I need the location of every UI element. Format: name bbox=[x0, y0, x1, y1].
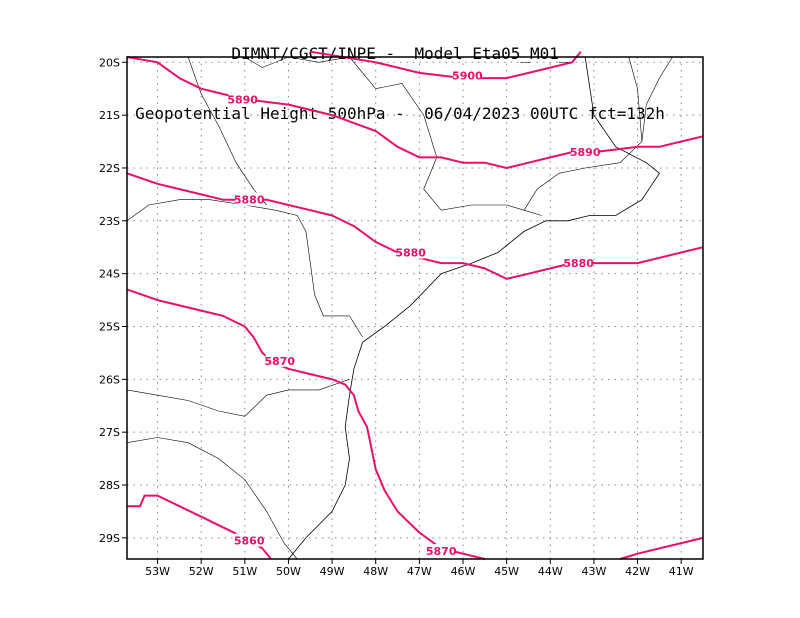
state-border bbox=[126, 437, 298, 560]
state-border bbox=[187, 56, 267, 206]
contour-label-bg bbox=[235, 533, 264, 547]
state-border bbox=[244, 56, 542, 216]
contour-label-bg bbox=[228, 92, 257, 106]
contour-label-5880: 5880 bbox=[563, 257, 594, 270]
state-border bbox=[523, 56, 673, 211]
contour-5900 bbox=[310, 50, 582, 80]
contour-label-5900: 5900 bbox=[452, 69, 483, 82]
x-tick-label: 49W bbox=[320, 565, 345, 578]
contour-label-bg bbox=[453, 68, 482, 82]
contour-label-5870: 5870 bbox=[264, 355, 295, 368]
x-tick-label: 50W bbox=[276, 565, 301, 578]
figure-title: DIMNT/CGCT/INPE - Model Eta05_M01_ Geopo… bbox=[0, 4, 800, 144]
y-tick-label: 27S bbox=[99, 426, 120, 439]
contour-5870 bbox=[619, 536, 704, 560]
contour-label-5880: 5880 bbox=[234, 194, 265, 207]
x-tick-label: 41W bbox=[669, 565, 694, 578]
contour-labels: 5900 5890 5890 5880 5880 5880 5870 5870 5860 bbox=[227, 68, 601, 558]
y-tick-label: 26S bbox=[99, 373, 120, 386]
y-axis-ticks: 20S 21S 22S 23S 24S 25S 26S 27S 28S 29S bbox=[99, 56, 127, 545]
contour-label-bg bbox=[571, 145, 600, 159]
x-tick-label: 51W bbox=[232, 565, 257, 578]
contour-5880 bbox=[126, 172, 704, 280]
contour-label-5860: 5860 bbox=[234, 535, 265, 548]
contour-label-5890: 5890 bbox=[570, 146, 601, 159]
state-border bbox=[628, 56, 643, 142]
y-tick-label: 21S bbox=[99, 109, 120, 122]
contour-label-bg bbox=[427, 544, 456, 558]
x-axis-ticks: 53W 52W 51W 50W 49W 48W 47W 46W 45W 44W 43W 42W 41W bbox=[145, 559, 694, 578]
x-tick-label: 48W bbox=[363, 565, 388, 578]
contour-label-bg bbox=[265, 353, 294, 367]
contour-label-5890: 5890 bbox=[227, 93, 258, 106]
x-tick-label: 47W bbox=[407, 565, 432, 578]
title-line-1: DIMNT/CGCT/INPE - Model Eta05_M01_ bbox=[231, 44, 569, 63]
x-tick-label: 52W bbox=[189, 565, 214, 578]
x-tick-label: 46W bbox=[451, 565, 476, 578]
grid-lines bbox=[127, 57, 703, 559]
map-frame bbox=[126, 56, 704, 560]
state-borders bbox=[126, 56, 673, 560]
y-tick-label: 29S bbox=[99, 532, 120, 545]
coastline bbox=[288, 56, 660, 560]
y-tick-label: 20S bbox=[99, 56, 120, 69]
x-tick-label: 42W bbox=[625, 565, 650, 578]
state-border bbox=[126, 379, 350, 417]
x-tick-label: 45W bbox=[494, 565, 519, 578]
y-tick-label: 24S bbox=[99, 268, 120, 281]
contour-label-bg bbox=[564, 256, 593, 270]
y-tick-label: 28S bbox=[99, 479, 120, 492]
y-tick-label: 23S bbox=[99, 215, 120, 228]
contour-label-bg bbox=[396, 245, 425, 259]
y-tick-label: 22S bbox=[99, 162, 120, 175]
x-tick-label: 43W bbox=[581, 565, 606, 578]
x-tick-label: 44W bbox=[538, 565, 563, 578]
y-tick-label: 25S bbox=[99, 320, 120, 333]
contour-label-5880: 5880 bbox=[395, 247, 426, 260]
contour-5890 bbox=[126, 56, 704, 169]
contour-label-bg bbox=[235, 192, 264, 206]
contour-5860 bbox=[127, 494, 272, 560]
x-tick-label: 53W bbox=[145, 565, 170, 578]
state-border bbox=[126, 199, 363, 338]
contour-5870 bbox=[126, 288, 486, 560]
contour-label-5870: 5870 bbox=[426, 545, 457, 558]
contour-lines bbox=[126, 50, 704, 560]
